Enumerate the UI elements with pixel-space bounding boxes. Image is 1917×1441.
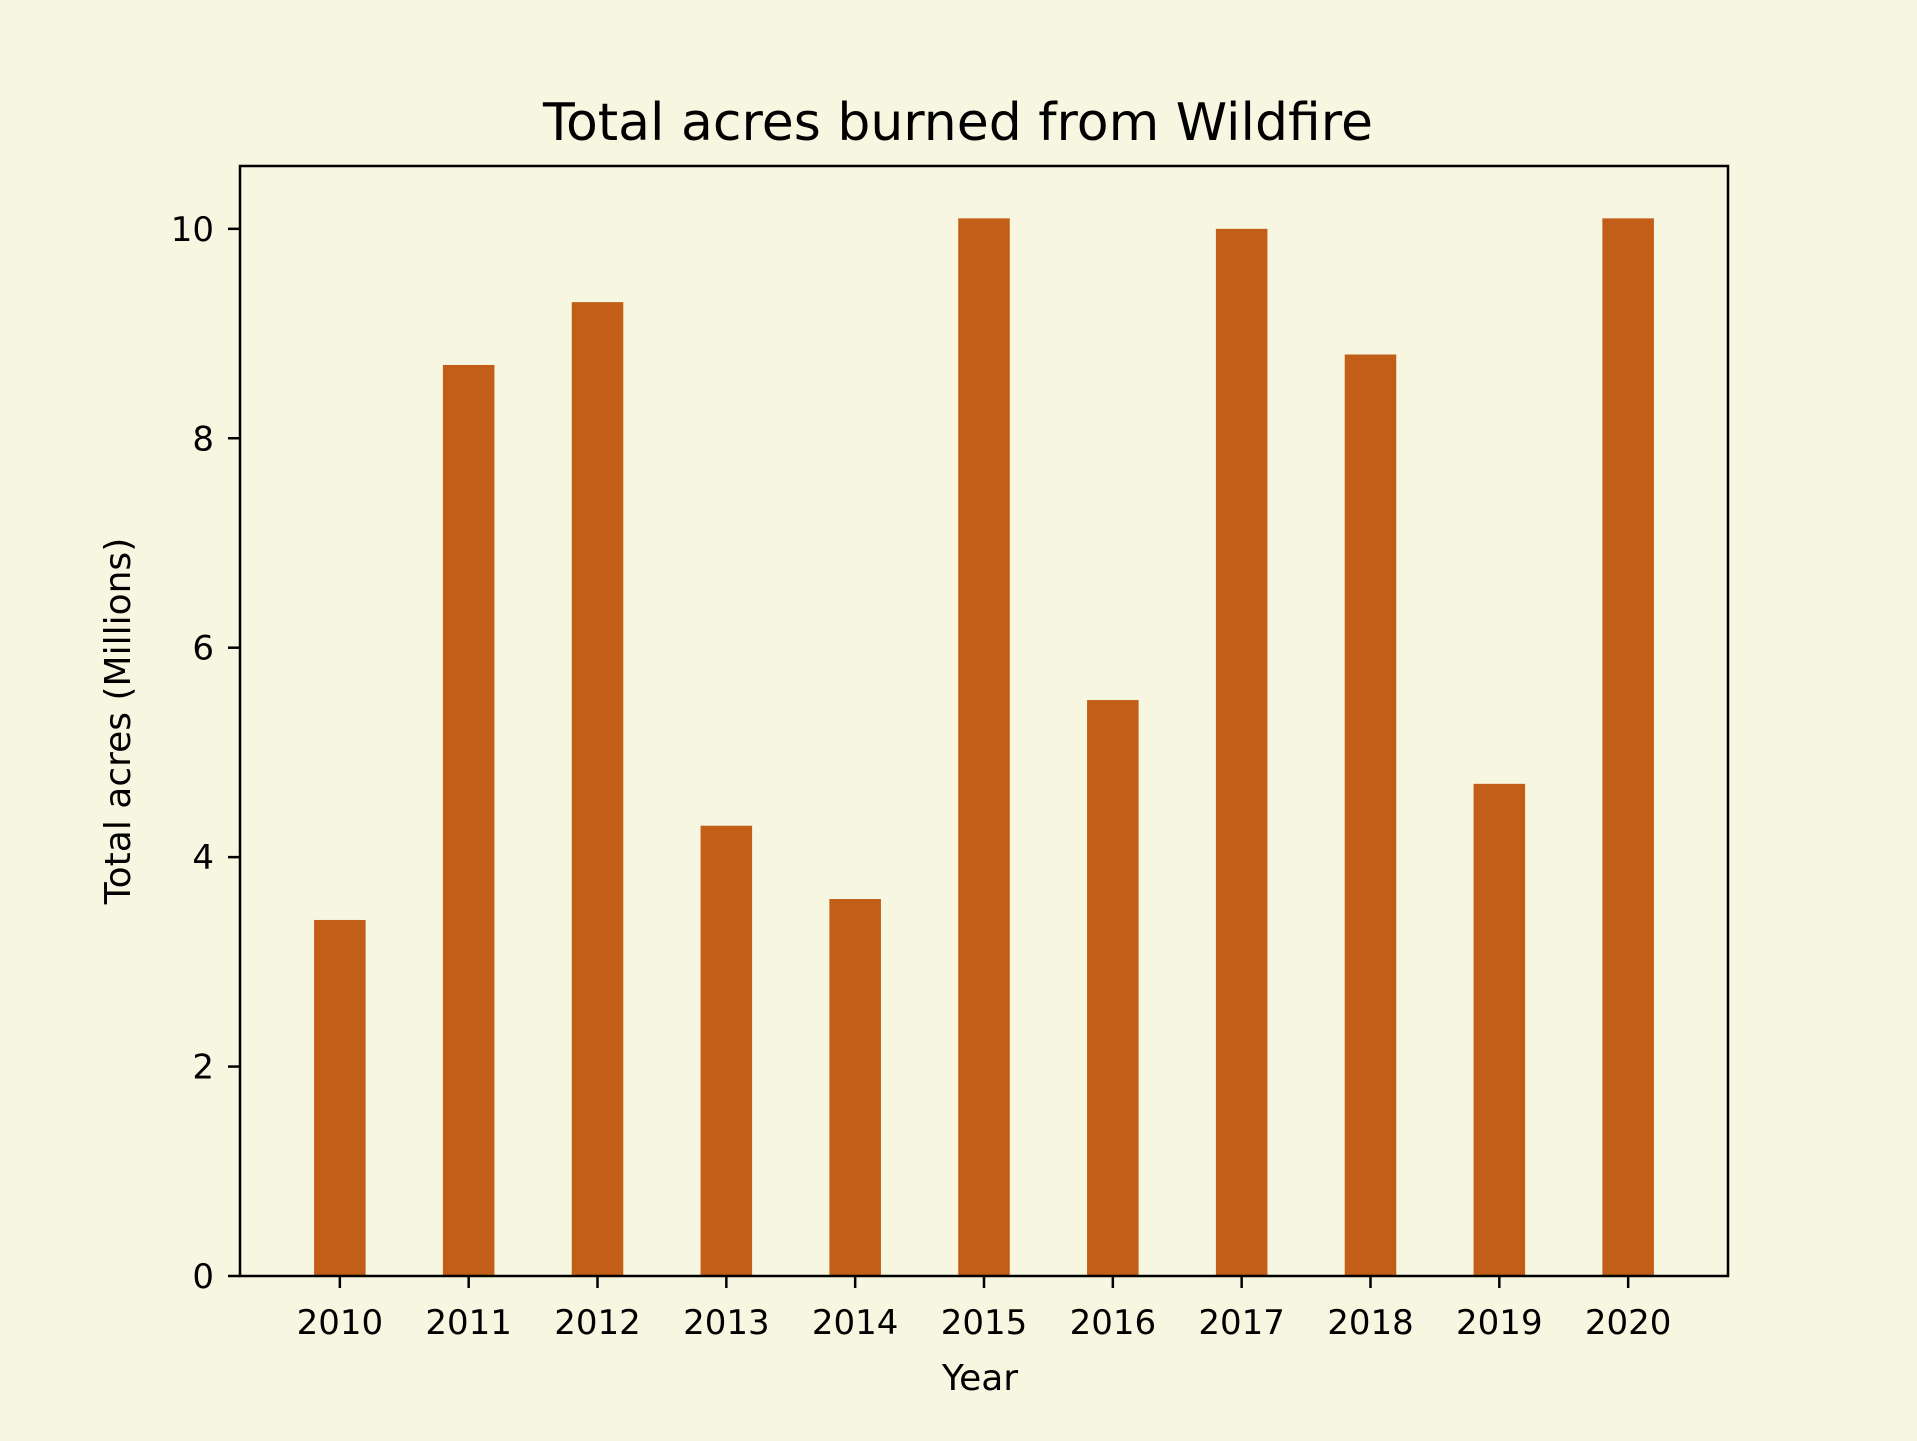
y-axis-ticks: 0 2 4 6 8 10 [171,210,240,1297]
x-tick-label-2010: 2010 [297,1303,384,1343]
y-tick-label-8: 8 [192,419,214,459]
x-tick-label-2020: 2020 [1585,1303,1672,1343]
x-tick-label-2013: 2013 [683,1303,770,1343]
y-tick-label-0: 0 [192,1257,214,1297]
x-tick-label-2015: 2015 [941,1303,1028,1343]
y-tick-label-4: 4 [192,838,214,878]
bars-group [314,218,1654,1276]
bar-2016 [1087,700,1139,1276]
bar-2018 [1344,354,1397,1276]
bar-2012 [571,302,624,1276]
x-axis-label: Year [941,1358,1018,1399]
bar-2019 [1473,783,1526,1276]
bar-2014 [829,899,881,1276]
x-axis-ticks: 2010 2011 2012 2013 2014 2015 2016 2017 2018 2019… [297,1276,1672,1343]
bar-2010 [314,919,366,1276]
plot-frame [238,164,1730,1278]
x-tick-label-2016: 2016 [1070,1303,1157,1343]
chart-title: Total acres burned from Wildfire [542,93,1373,153]
bar-2013 [700,825,753,1276]
bar-2020 [1602,218,1654,1276]
bar-2017 [1215,228,1268,1276]
x-tick-label-2017: 2017 [1198,1303,1285,1343]
bar-2011 [442,364,495,1276]
y-tick-label-10: 10 [171,210,214,250]
x-tick-label-2014: 2014 [812,1303,899,1343]
x-tick-label-2018: 2018 [1327,1303,1414,1343]
x-tick-label-2011: 2011 [425,1303,512,1343]
y-tick-label-6: 6 [192,629,214,669]
x-tick-label-2012: 2012 [554,1303,641,1343]
y-tick-label-2: 2 [192,1048,214,1088]
bar-2015 [958,218,1010,1276]
y-axis-label: Total acres (Millions) [98,538,139,906]
x-tick-label-2019: 2019 [1456,1303,1543,1343]
